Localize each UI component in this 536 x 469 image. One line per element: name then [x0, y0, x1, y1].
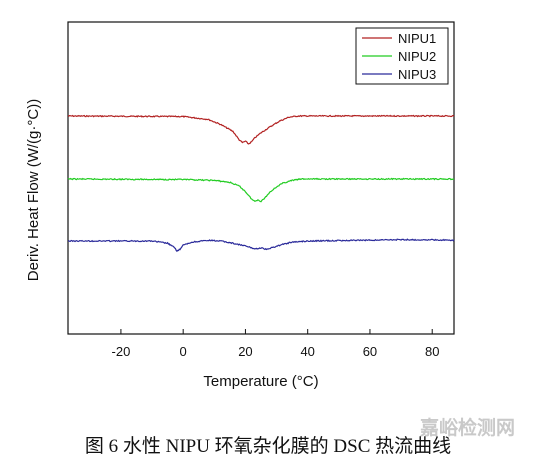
x-tick-label: 0 [180, 344, 187, 359]
series-line-nipu3 [67, 238, 455, 253]
x-tick-label: 60 [363, 344, 377, 359]
legend-label-nipu2: NIPU2 [398, 49, 436, 64]
watermark: 嘉峪检测网 [419, 416, 515, 439]
x-axis-ticks: -20 0 20 40 60 80 [112, 329, 439, 359]
x-tick-label: 40 [300, 344, 314, 359]
figure-caption: 图 6 水性 NIPU 环氧杂化膜的 DSC 热流曲线 [85, 435, 451, 457]
x-tick-label: 20 [238, 344, 252, 359]
plot-frame [67, 21, 455, 335]
x-tick-label: 80 [425, 344, 439, 359]
x-axis-title: Temperature (°C) [203, 373, 318, 390]
legend: NIPU1 NIPU2 NIPU3 [355, 27, 449, 85]
legend-label-nipu3: NIPU3 [398, 67, 436, 82]
y-axis-title: Deriv. Heat Flow (W/(g·°C)) [25, 99, 42, 281]
series-lines [67, 114, 455, 253]
legend-label-nipu1: NIPU1 [398, 31, 436, 46]
x-tick-label: -20 [112, 344, 131, 359]
series-line-nipu1 [67, 114, 455, 145]
series-line-nipu2 [67, 177, 455, 203]
